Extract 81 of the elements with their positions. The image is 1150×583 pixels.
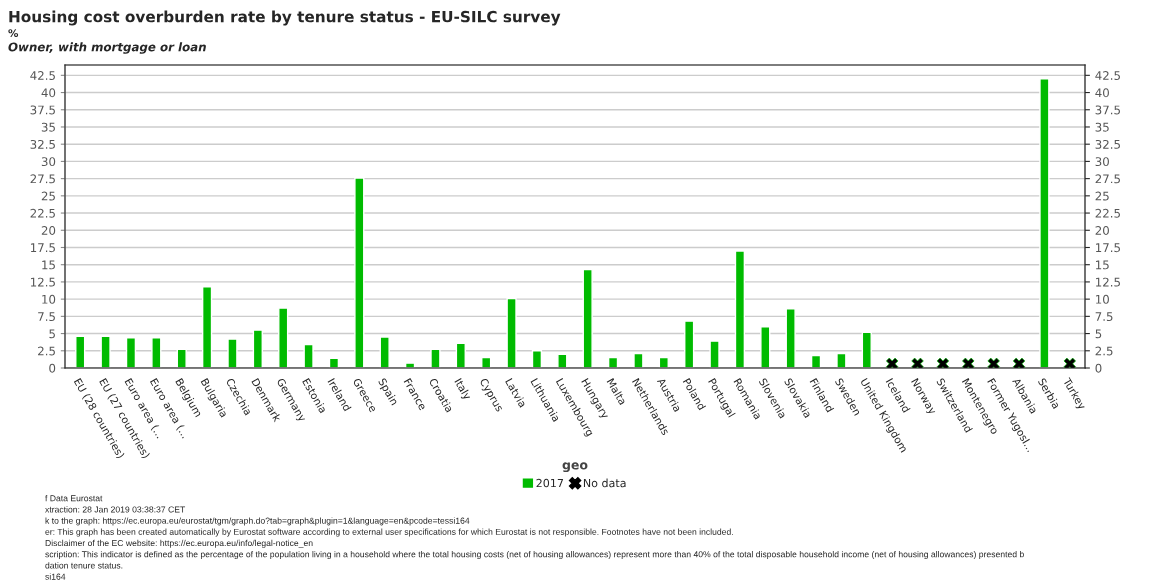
text: scription: This indicator is defined as the percentage of the population living in a household where the total housing costs (net of housing allowances) represent more than 40% of the total disposable household income (net of housing allowances) presented b [45,550,1024,560]
legend-label: 2017 [536,478,564,488]
y-tick-label: 12.5 [30,277,55,287]
bar [125,337,137,368]
bar [531,350,543,368]
bar [354,177,365,368]
bar [861,331,872,368]
y2-tick-label: 7.5 [1095,312,1113,322]
bar [836,352,847,368]
y-tick-label: 22.5 [30,208,55,218]
y-tick-label: 7.5 [38,312,55,322]
bar [201,286,213,368]
y-tick-label: 27.5 [30,174,55,184]
y2-tick-label: 10 [1096,294,1109,304]
y-axis-title: % [8,29,19,38]
bar [760,325,771,368]
chart-title: Housing cost overburden rate by tenure status - EU-SILC survey [9,10,561,26]
bar [481,356,492,368]
y2-tick-label: 30 [1095,157,1109,167]
bar [278,307,289,368]
bar [684,320,695,368]
bar [1039,78,1050,368]
y-tick-label: 42.5 [30,71,55,80]
text: k to the graph: https://ec.europa.eu/eurostat/tgm/graph.do?tab=graph&plugin=1&language=en&pcode=tessi164 [45,517,470,526]
bar [75,335,86,368]
bar [379,336,390,368]
y-tick-label: 5 [49,329,55,339]
bar [506,297,517,368]
bar [430,348,441,368]
bar [252,329,263,368]
y2-tick-label: 25 [1095,191,1109,201]
y2-tick-label: 32.5 [1095,139,1120,149]
y-tick-label: 35 [41,122,55,132]
bar [709,340,720,368]
bar [100,335,111,368]
y-tick-label: 0 [49,363,56,373]
bar [785,308,796,368]
y2-tick-label: 2.5 [1095,346,1113,356]
bar [227,338,238,368]
y-tick-label: 30 [41,157,56,167]
y-tick-label: 32.5 [30,139,55,149]
y-tick-label: 40 [41,88,56,98]
bar [455,342,466,368]
bar [582,268,593,368]
text: xtraction: 28 Jan 2019 03:38:37 CET [45,506,186,513]
bar [633,352,644,368]
bar [151,337,162,368]
y2-tick-label: 22.5 [1095,208,1120,218]
y2-tick-label: 42.5 [1095,71,1120,80]
y-tick-label: 17.5 [30,243,55,253]
y2-tick-label: 35 [1095,122,1109,132]
bar [176,348,187,368]
legend-label: No data [583,478,626,488]
y2-tick-label: 12.5 [1096,277,1120,287]
y-tick-label: 15 [42,260,55,270]
bar [734,250,746,368]
text: si164 [45,573,66,580]
bar [810,354,822,368]
y2-tick-label: 40 [1095,88,1109,98]
bar [404,362,416,368]
y2-tick-label: 20 [1095,226,1109,235]
bar [658,356,669,368]
y2-tick-label: 0 [1095,363,1102,373]
text: f Data Eurostat [45,495,103,502]
y2-tick-label: 17.5 [1096,243,1120,253]
text: Disclaimer of the EC website: https://ec.europa.eu/info/legal-notice_en [45,539,313,548]
text: er: This graph has been created automatically by Eurostat software according to external user specifications for which Eurostat is not responsible. Footnotes have not been included. [45,528,733,537]
y2-tick-label: 15 [1096,260,1109,270]
x-axis-title: geo [562,462,588,473]
y2-tick-label: 5 [1095,329,1102,339]
y-tick-label: 25 [41,191,55,201]
y-tick-label: 2.5 [38,346,55,356]
y2-tick-label: 27.5 [1095,174,1120,184]
y-tick-label: 20 [41,226,56,235]
bar [303,343,314,368]
chart-subtitle: Owner, with mortgage or loan [8,42,206,54]
y2-tick-label: 37.5 [1095,105,1120,115]
bar [607,356,619,368]
y-tick-label: 37.5 [30,105,55,115]
y-tick-label: 10 [42,294,56,304]
text: dation tenure status. [45,562,123,569]
